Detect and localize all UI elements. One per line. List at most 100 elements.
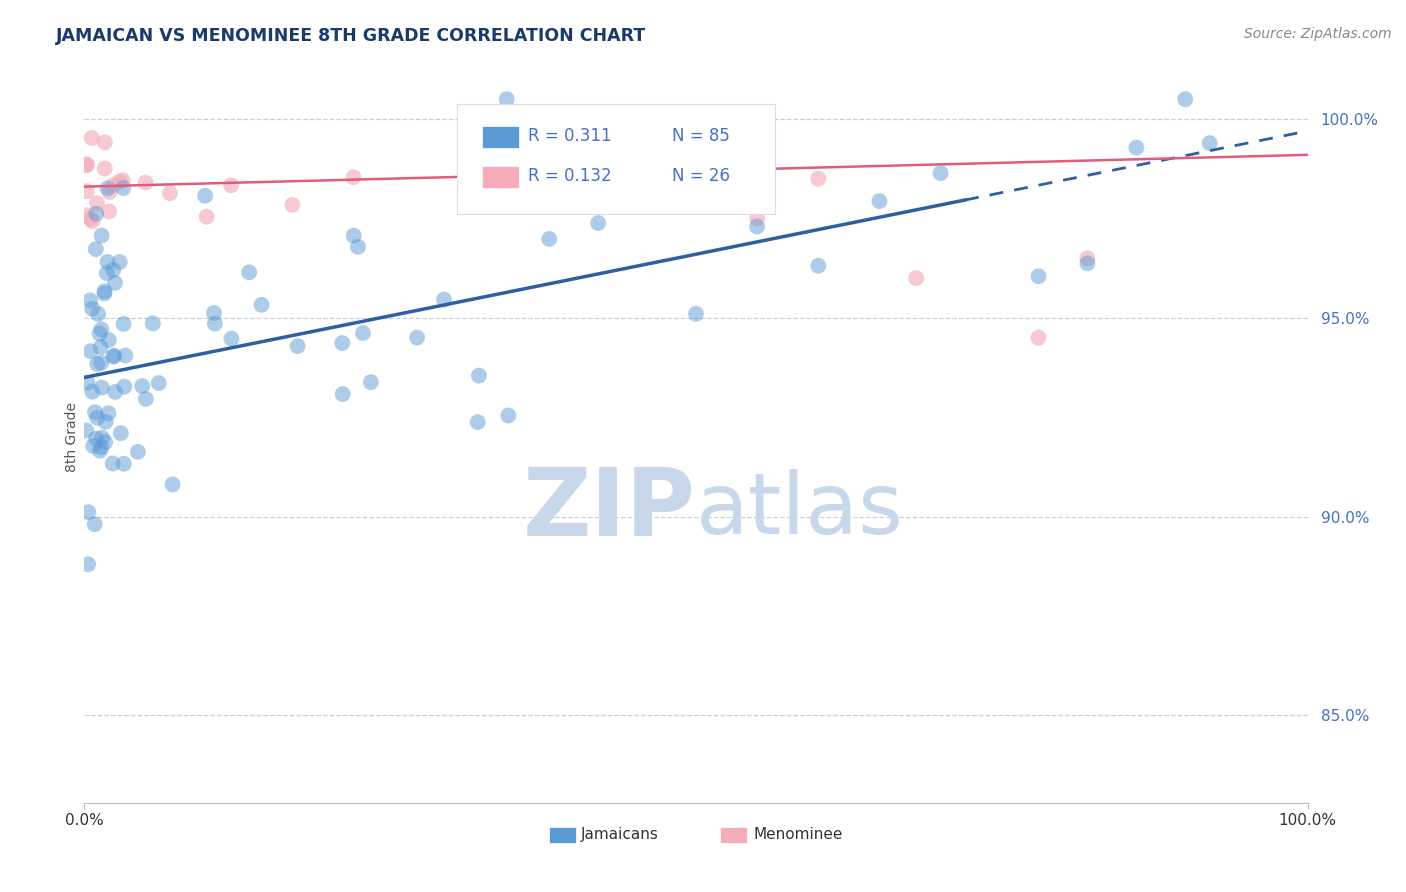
Text: atlas: atlas: [696, 468, 904, 552]
Point: [685, 307, 707, 321]
Text: N = 85: N = 85: [672, 128, 730, 145]
Point: [406, 330, 429, 344]
Point: [467, 415, 489, 429]
Point: [84, 432, 107, 446]
Point: [103, 263, 125, 277]
Y-axis label: 8th Grade: 8th Grade: [65, 402, 79, 472]
Point: [86, 410, 108, 425]
Text: R = 0.132: R = 0.132: [529, 167, 612, 185]
Point: [747, 211, 769, 226]
Point: [112, 317, 135, 331]
Point: [202, 306, 225, 320]
Point: [110, 426, 132, 441]
Point: [127, 445, 149, 459]
Point: [495, 92, 517, 106]
Point: [148, 376, 170, 390]
Point: [77, 558, 100, 572]
Point: [94, 435, 117, 450]
Point: [89, 326, 111, 341]
Point: [250, 298, 273, 312]
Bar: [720, 827, 748, 843]
Point: [75, 424, 97, 438]
Point: [76, 157, 98, 171]
Point: [82, 439, 104, 453]
Text: JAMAICAN VS MENOMINEE 8TH GRADE CORRELATION CHART: JAMAICAN VS MENOMINEE 8TH GRADE CORRELAT…: [56, 27, 647, 45]
Point: [1076, 256, 1098, 270]
Point: [76, 184, 98, 198]
Point: [77, 505, 100, 519]
Bar: [550, 827, 576, 843]
Point: [84, 242, 107, 256]
Point: [104, 384, 127, 399]
Point: [93, 285, 115, 299]
Point: [94, 415, 117, 429]
Point: [90, 322, 112, 336]
Point: [1076, 251, 1098, 265]
Text: N = 26: N = 26: [672, 167, 730, 185]
Point: [468, 368, 491, 383]
Point: [108, 174, 131, 188]
Point: [135, 176, 157, 190]
Point: [131, 379, 153, 393]
Point: [1198, 136, 1220, 150]
Point: [90, 356, 112, 370]
Point: [90, 340, 112, 354]
Point: [807, 171, 830, 186]
Point: [96, 266, 118, 280]
Point: [281, 198, 304, 212]
Point: [194, 188, 217, 202]
Point: [238, 265, 260, 279]
Point: [221, 332, 243, 346]
Point: [343, 228, 366, 243]
Point: [97, 333, 120, 347]
Point: [82, 214, 104, 228]
Point: [90, 228, 112, 243]
Point: [905, 271, 928, 285]
Point: [332, 387, 354, 401]
Point: [159, 186, 181, 201]
Text: R = 0.311: R = 0.311: [529, 128, 612, 145]
Point: [94, 161, 117, 176]
Point: [104, 276, 127, 290]
Point: [76, 158, 98, 172]
Point: [807, 259, 830, 273]
Point: [79, 293, 101, 308]
Point: [352, 326, 374, 340]
Text: ZIP: ZIP: [523, 464, 696, 557]
Point: [82, 301, 104, 316]
Point: [83, 517, 105, 532]
Point: [101, 457, 124, 471]
Point: [82, 384, 104, 399]
Point: [97, 181, 120, 195]
Point: [111, 173, 134, 187]
Point: [108, 255, 131, 269]
Point: [90, 440, 112, 454]
Point: [76, 376, 98, 390]
FancyBboxPatch shape: [457, 104, 776, 214]
Point: [195, 210, 218, 224]
Point: [86, 196, 108, 211]
Point: [98, 185, 121, 199]
Point: [586, 216, 609, 230]
Point: [87, 307, 110, 321]
Point: [84, 207, 107, 221]
Point: [162, 477, 184, 491]
Point: [869, 194, 891, 208]
Point: [330, 336, 353, 351]
Point: [1125, 141, 1147, 155]
Point: [929, 166, 952, 180]
Point: [103, 350, 125, 364]
Point: [142, 317, 165, 331]
Bar: [482, 127, 519, 148]
Point: [135, 392, 157, 406]
Point: [91, 431, 114, 445]
Text: Menominee: Menominee: [754, 828, 842, 842]
Point: [76, 208, 98, 222]
Point: [112, 457, 135, 471]
Point: [114, 349, 136, 363]
Point: [84, 405, 107, 419]
Point: [342, 170, 364, 185]
Point: [287, 339, 309, 353]
Point: [1174, 92, 1197, 106]
Point: [204, 317, 226, 331]
